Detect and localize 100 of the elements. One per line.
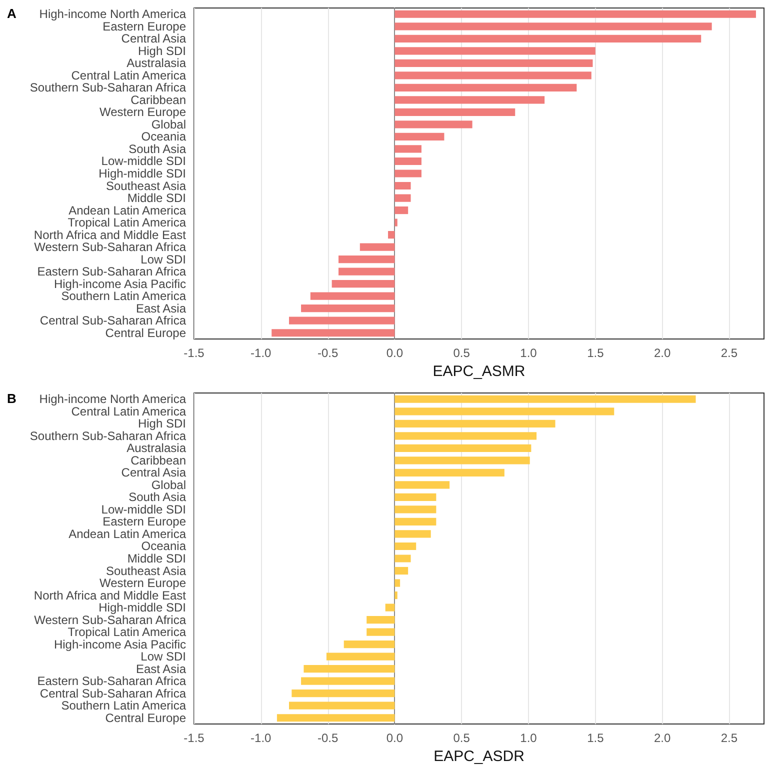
text: A <box>7 6 17 21</box>
bar <box>394 542 416 550</box>
y-tick-label: Australasia <box>126 441 186 456</box>
x-tick-label: -0.5 <box>317 731 338 745</box>
y-tick-label: High SDI <box>138 44 186 58</box>
bar <box>394 206 408 214</box>
bar <box>394 72 592 80</box>
y-tick-label: Western Sub-Saharan Africa <box>34 612 186 627</box>
bar <box>276 714 395 722</box>
bar <box>385 604 395 612</box>
x-tick-label: 0.0 <box>386 731 404 745</box>
bar <box>272 329 395 337</box>
bar <box>394 591 398 600</box>
y-tick-label: Central Europe <box>105 326 186 340</box>
y-tick-label: High-income North America <box>39 392 186 406</box>
bar <box>394 34 702 42</box>
bar <box>388 230 395 239</box>
y-tick-label: Eastern Sub-Saharan Africa <box>37 264 186 279</box>
y-tick-label: Central Latin America <box>71 404 186 418</box>
y-tick-label: North Africa and Middle East <box>34 588 187 602</box>
y-tick-label: Southeast Asia <box>106 178 186 193</box>
bar <box>394 408 614 416</box>
y-tick-label: Low SDI <box>140 650 186 664</box>
y-tick-label: Low-middle SDI <box>101 502 186 516</box>
bar <box>394 432 537 440</box>
x-tick-label: 2.0 <box>654 731 671 745</box>
bar <box>394 108 516 116</box>
y-tick-label: High SDI <box>138 416 186 431</box>
bar <box>338 268 395 276</box>
y-tick-label: Global <box>151 478 186 492</box>
bar <box>326 652 395 660</box>
bar <box>394 22 712 30</box>
bar <box>394 493 436 502</box>
bar <box>366 628 395 636</box>
x-tick-label: 1.0 <box>520 731 538 745</box>
bar <box>301 677 395 685</box>
y-tick-label: East Asia <box>136 662 186 676</box>
bar <box>394 554 411 562</box>
y-tick-label: Central Asia <box>121 32 186 46</box>
y-tick-label: Central Asia <box>121 466 186 480</box>
x-tick-label: 2.5 <box>720 346 738 360</box>
bar <box>304 665 395 673</box>
bar <box>394 218 398 226</box>
y-tick-label: Eastern Europe <box>102 514 186 529</box>
bar <box>394 444 532 452</box>
bar <box>394 530 431 538</box>
y-tick-label: High-middle SDI <box>98 166 186 180</box>
bar <box>344 640 395 648</box>
x-tick-label: -1.5 <box>184 731 205 745</box>
y-tick-label: East Asia <box>136 301 186 316</box>
x-tick-label: 0.5 <box>453 731 470 745</box>
x-tick-label: 2.5 <box>720 731 738 745</box>
bar <box>289 702 395 710</box>
y-tick-label: Australasia <box>126 56 186 70</box>
x-tick-label: 0.5 <box>453 346 470 360</box>
x-tick-label: -1.0 <box>250 346 272 360</box>
y-tick-label: Low SDI <box>140 252 186 266</box>
y-tick-label: Central Sub-Saharan Africa <box>40 686 186 700</box>
bar <box>394 59 593 67</box>
y-tick-label: Southeast Asia <box>106 564 186 578</box>
x-tick-label: 0.0 <box>386 346 404 360</box>
y-tick-label: Middle SDI <box>127 191 186 206</box>
bar <box>394 47 596 55</box>
y-tick-label: Eastern Sub-Saharan Africa <box>37 674 186 688</box>
bar <box>394 468 504 476</box>
y-tick-label: Global <box>151 117 186 132</box>
bar <box>394 456 530 464</box>
bar <box>394 182 411 190</box>
x-tick-label: 1.5 <box>587 731 604 745</box>
y-tick-label: South Asia <box>128 490 186 504</box>
y-tick-label: Tropical Latin America <box>68 216 186 230</box>
y-tick-label: Western Sub-Saharan Africa <box>34 240 186 254</box>
text: B <box>7 391 16 406</box>
bar <box>394 395 696 403</box>
y-tick-label: North Africa and Middle East <box>34 228 187 242</box>
y-tick-label: Western Europe <box>100 576 186 590</box>
y-tick-label: High-income Asia Pacific <box>54 276 186 291</box>
x-tick-label: 1.5 <box>587 346 604 360</box>
bar <box>338 256 395 264</box>
bar <box>366 616 395 624</box>
bar <box>292 690 395 698</box>
bar <box>394 10 756 18</box>
y-tick-label: Southern Sub-Saharan Africa <box>30 80 186 95</box>
bar <box>332 280 395 288</box>
y-tick-label: Oceania <box>141 130 186 144</box>
y-tick-label: Oceania <box>141 539 186 554</box>
y-tick-label: High-income Asia Pacific <box>54 637 186 652</box>
x-tick-label: -1.5 <box>184 346 205 360</box>
x-tick-label: 1.0 <box>520 346 538 360</box>
x-tick-label: 2.0 <box>654 346 671 360</box>
y-tick-label: Tropical Latin America <box>68 625 186 640</box>
bar <box>394 120 472 128</box>
y-tick-label: Andean Latin America <box>68 203 186 218</box>
bar <box>394 170 422 178</box>
bar <box>289 316 395 324</box>
x-tick-label: -0.5 <box>317 346 338 360</box>
y-tick-label: Andean Latin America <box>68 526 186 541</box>
bar <box>310 292 395 300</box>
bar <box>394 132 444 141</box>
y-tick-label: Southern Latin America <box>61 289 186 304</box>
